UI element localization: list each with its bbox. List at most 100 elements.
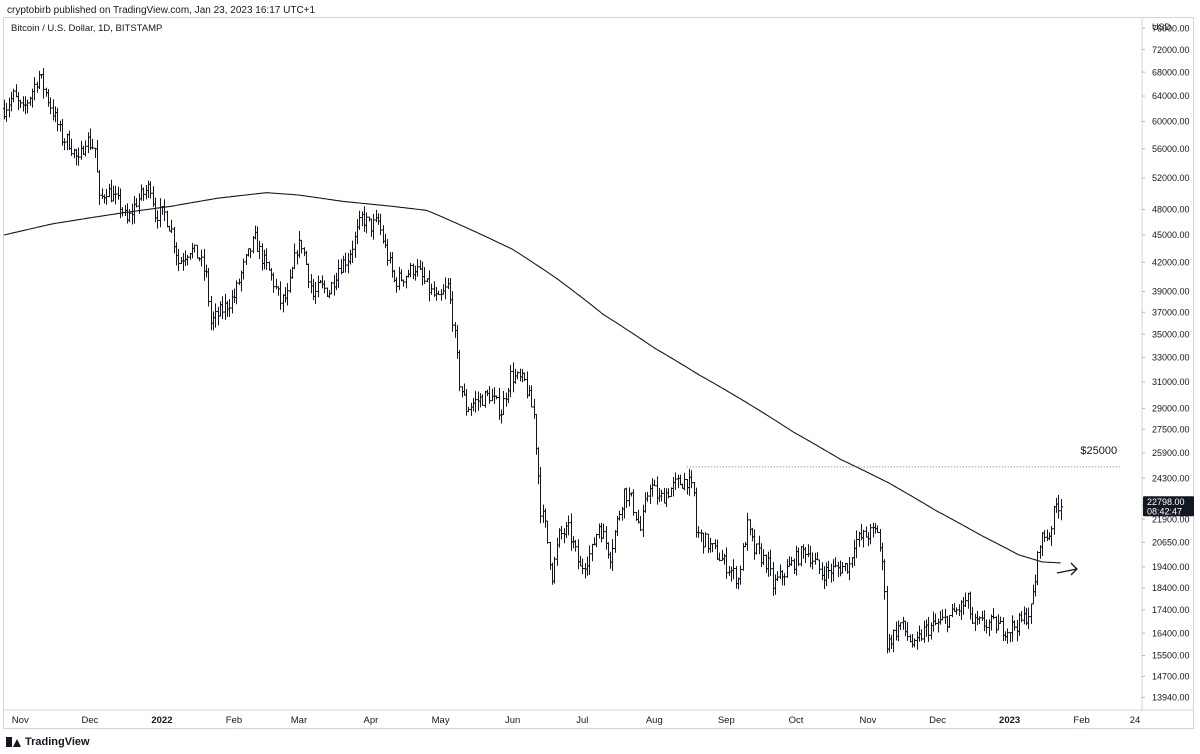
ohlc-bar bbox=[342, 255, 345, 273]
ohlc-bar bbox=[428, 270, 431, 302]
ohlc-bar bbox=[588, 545, 591, 576]
ohlc-bar bbox=[563, 528, 566, 544]
ohlc-bar bbox=[690, 470, 693, 489]
ohlc-bar bbox=[98, 170, 101, 205]
ohlc-bar bbox=[224, 293, 227, 320]
ohlc-bar bbox=[354, 231, 357, 258]
ohlc-bar bbox=[958, 604, 961, 617]
ohlc-bar bbox=[911, 634, 914, 648]
ohlc-bar bbox=[760, 543, 763, 568]
ohlc-bar bbox=[544, 508, 547, 528]
ohlc-bar bbox=[200, 249, 203, 267]
ohlc-bar bbox=[298, 231, 301, 258]
ohlc-bar bbox=[66, 133, 69, 151]
ohlc-bar bbox=[526, 371, 529, 399]
ohlc-bar bbox=[530, 385, 533, 408]
ohlc-bar bbox=[333, 274, 336, 296]
ohlc-bar bbox=[402, 279, 405, 287]
ohlc-bar bbox=[1018, 613, 1021, 636]
ohlc-bar bbox=[59, 120, 62, 132]
ohlc-bar bbox=[112, 185, 115, 202]
ohlc-bar bbox=[751, 527, 754, 542]
ohlc-bar bbox=[365, 212, 368, 234]
resistance-level: $25000 bbox=[686, 445, 1122, 468]
last-price-value: 22798.00 bbox=[1147, 497, 1185, 507]
ohlc-bar bbox=[472, 397, 475, 412]
ohlc-bar bbox=[68, 130, 71, 150]
ohlc-bar bbox=[184, 250, 187, 266]
ohlc-bar bbox=[723, 553, 726, 565]
ohlc-bar bbox=[753, 529, 756, 560]
ohlc-bar bbox=[142, 187, 145, 201]
ohlc-bar bbox=[233, 288, 236, 304]
axis-lines bbox=[4, 18, 1193, 711]
ohlc-bar bbox=[969, 591, 972, 620]
y-tick-label: 18400.00 bbox=[1152, 583, 1190, 593]
ohlc-bar bbox=[600, 522, 603, 543]
ohlc-bar bbox=[495, 395, 498, 400]
ohlc-bar bbox=[839, 560, 842, 577]
ohlc-bar bbox=[948, 615, 951, 629]
ohlc-bar bbox=[886, 585, 889, 654]
ohlc-bar bbox=[77, 147, 80, 166]
ohlc-bar bbox=[983, 610, 986, 632]
ohlc-bar bbox=[730, 566, 733, 582]
ohlc-bar bbox=[493, 387, 496, 404]
ohlc-bar bbox=[26, 99, 29, 114]
ohlc-bar bbox=[553, 556, 556, 584]
ohlc-bar bbox=[539, 466, 542, 524]
ohlc-bar bbox=[263, 249, 266, 270]
ohlc-bar bbox=[52, 99, 55, 121]
ohlc-bar bbox=[70, 138, 73, 156]
ohlc-bar bbox=[168, 225, 171, 232]
ohlc-bar bbox=[653, 479, 656, 487]
ohlc-bar bbox=[853, 539, 856, 567]
ohlc-bar bbox=[995, 616, 998, 634]
ohlc-bar bbox=[456, 324, 459, 359]
ohlc-bar bbox=[560, 526, 563, 540]
ohlc-bar bbox=[173, 227, 176, 254]
ohlc-bar bbox=[1050, 526, 1053, 546]
ohlc-bar bbox=[1055, 497, 1058, 513]
ohlc-bar bbox=[398, 266, 401, 291]
chart-frame bbox=[3, 17, 1194, 729]
ohlc-bar bbox=[149, 181, 152, 199]
x-tick-label: Apr bbox=[364, 715, 379, 726]
ohlc-bar bbox=[797, 547, 800, 567]
ohlc-bar bbox=[519, 368, 522, 382]
ohlc-bar bbox=[219, 301, 222, 317]
ohlc-bar bbox=[317, 275, 320, 298]
ohlc-bar bbox=[646, 491, 649, 502]
ohlc-bar bbox=[546, 520, 549, 544]
ohlc-bar bbox=[786, 559, 789, 578]
ohlc-bar bbox=[245, 253, 248, 265]
ohlc-bar bbox=[284, 287, 287, 303]
y-tick-label: 17400.00 bbox=[1152, 605, 1190, 615]
ohlc-bar bbox=[147, 180, 150, 198]
ohlc-bar bbox=[516, 371, 519, 380]
ohlc-bar bbox=[788, 556, 791, 567]
ohlc-bar bbox=[591, 543, 594, 562]
ohlc-bar bbox=[964, 592, 967, 608]
ohlc-bar bbox=[180, 256, 183, 265]
x-axis[interactable]: Nov Dec 2022 Feb Mar Apr May Jun Jul Aug Sep Oct Nov… bbox=[12, 715, 1141, 726]
ohlc-bar bbox=[974, 613, 977, 632]
y-tick-label: 33000.00 bbox=[1152, 353, 1190, 363]
ohlc-bar bbox=[628, 487, 631, 507]
ohlc-bar bbox=[416, 259, 419, 277]
ohlc-bar bbox=[193, 244, 196, 253]
ohlc-bar bbox=[1060, 499, 1063, 521]
ohlc-bar bbox=[521, 369, 524, 383]
ohlc-bar bbox=[834, 557, 837, 568]
ohlc-bar bbox=[978, 616, 981, 625]
ohlc-bar bbox=[395, 277, 398, 293]
ohlc-bar bbox=[228, 299, 231, 317]
ohlc-bar bbox=[479, 393, 482, 408]
ohlc-bar bbox=[163, 199, 166, 222]
y-tick-label: 29000.00 bbox=[1152, 404, 1190, 414]
ohlc-bar bbox=[270, 267, 273, 281]
tradingview-brand[interactable]: TradingView bbox=[6, 736, 90, 748]
ohlc-bar bbox=[279, 281, 282, 310]
